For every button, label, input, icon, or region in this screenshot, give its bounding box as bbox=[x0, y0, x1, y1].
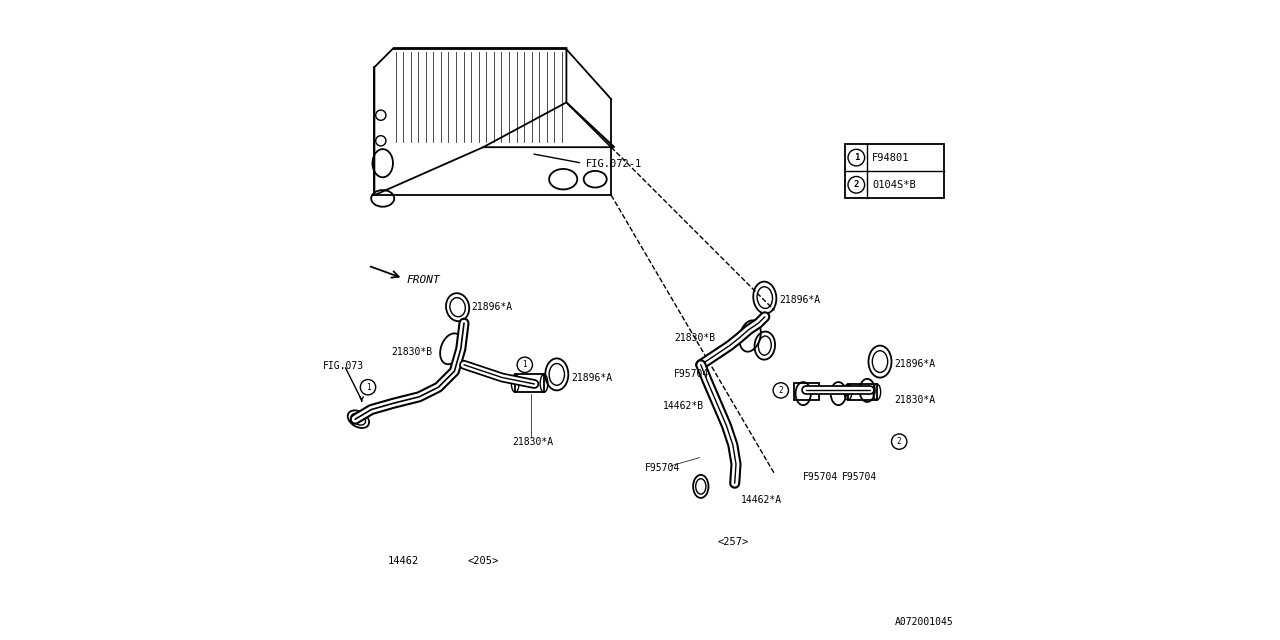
Circle shape bbox=[517, 357, 532, 372]
Text: 0104S*B: 0104S*B bbox=[873, 180, 916, 190]
Text: 14462: 14462 bbox=[388, 557, 419, 566]
Text: A072001045: A072001045 bbox=[895, 617, 954, 627]
Text: <257>: <257> bbox=[717, 538, 749, 547]
Circle shape bbox=[361, 380, 376, 395]
Text: F95704: F95704 bbox=[804, 472, 838, 482]
Circle shape bbox=[773, 383, 788, 398]
Text: 21830*B: 21830*B bbox=[390, 347, 433, 357]
Text: 21896*A: 21896*A bbox=[895, 358, 936, 369]
Text: F95704: F95704 bbox=[675, 369, 709, 380]
Text: FIG.073: FIG.073 bbox=[323, 361, 365, 371]
Circle shape bbox=[892, 434, 906, 449]
Text: FIG.072-1: FIG.072-1 bbox=[585, 159, 641, 170]
Polygon shape bbox=[374, 48, 614, 195]
Text: <205>: <205> bbox=[467, 557, 499, 566]
Text: 21830*A: 21830*A bbox=[895, 395, 936, 405]
Text: 21896*A: 21896*A bbox=[571, 372, 612, 383]
Bar bbox=[516, 374, 544, 392]
Circle shape bbox=[847, 177, 865, 193]
Ellipse shape bbox=[348, 410, 369, 428]
Bar bbox=[845, 144, 945, 198]
Bar bbox=[794, 383, 819, 400]
Text: 2: 2 bbox=[854, 180, 859, 189]
Text: 21896*A: 21896*A bbox=[472, 302, 513, 312]
Text: 1: 1 bbox=[854, 153, 859, 162]
Text: 21830*B: 21830*B bbox=[675, 333, 716, 343]
Text: 1: 1 bbox=[522, 360, 527, 369]
Text: 2: 2 bbox=[778, 386, 783, 395]
Text: F95704: F95704 bbox=[645, 463, 680, 474]
Text: 21896*A: 21896*A bbox=[780, 294, 820, 305]
Text: 14462*A: 14462*A bbox=[741, 495, 782, 506]
Text: FRONT: FRONT bbox=[407, 275, 440, 285]
Text: 2: 2 bbox=[897, 437, 901, 446]
Bar bbox=[849, 384, 877, 400]
Circle shape bbox=[847, 149, 865, 166]
Text: F95704: F95704 bbox=[842, 472, 877, 482]
Text: 14462*B: 14462*B bbox=[663, 401, 704, 412]
Text: 21830*A: 21830*A bbox=[512, 436, 553, 447]
Text: 1: 1 bbox=[366, 383, 370, 392]
Text: F94801: F94801 bbox=[873, 152, 910, 163]
